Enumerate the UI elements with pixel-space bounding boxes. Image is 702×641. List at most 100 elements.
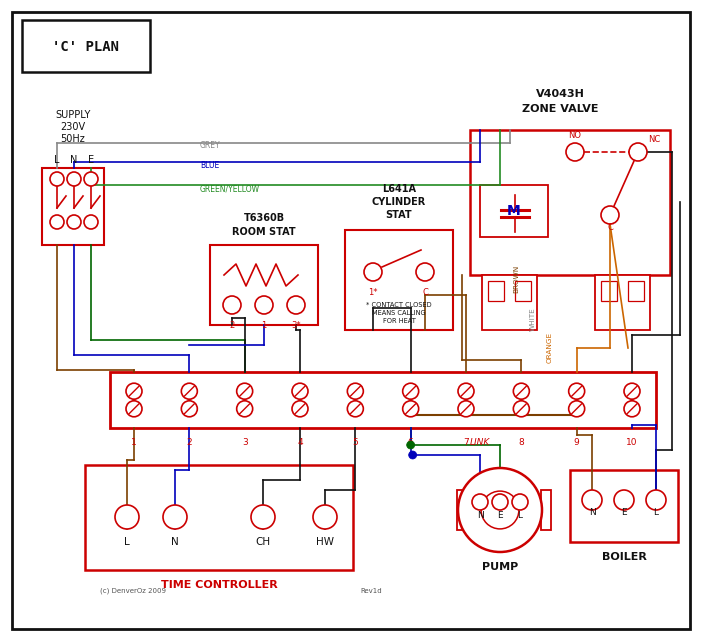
Circle shape bbox=[458, 401, 474, 417]
Circle shape bbox=[84, 215, 98, 229]
Text: N: N bbox=[477, 511, 484, 520]
Circle shape bbox=[582, 490, 602, 510]
Text: 1*: 1* bbox=[369, 288, 378, 297]
Circle shape bbox=[569, 383, 585, 399]
Circle shape bbox=[126, 383, 142, 399]
Text: N: N bbox=[171, 537, 179, 547]
Text: 7: 7 bbox=[463, 438, 469, 447]
Text: ZONE VALVE: ZONE VALVE bbox=[522, 104, 598, 114]
Text: 9: 9 bbox=[574, 438, 580, 447]
Circle shape bbox=[513, 383, 529, 399]
Circle shape bbox=[126, 401, 142, 417]
Circle shape bbox=[163, 505, 187, 529]
Text: STAT: STAT bbox=[385, 210, 412, 220]
Text: V4043H: V4043H bbox=[536, 89, 585, 99]
Circle shape bbox=[364, 263, 382, 281]
Circle shape bbox=[255, 296, 273, 314]
Circle shape bbox=[181, 383, 197, 399]
Text: BOILER: BOILER bbox=[602, 552, 647, 562]
Text: E: E bbox=[621, 508, 627, 517]
Text: 4: 4 bbox=[297, 438, 303, 447]
Text: 'C' PLAN: 'C' PLAN bbox=[53, 40, 119, 54]
Circle shape bbox=[313, 505, 337, 529]
Circle shape bbox=[512, 494, 528, 510]
Text: GREEN/YELLOW: GREEN/YELLOW bbox=[200, 185, 260, 194]
Circle shape bbox=[67, 172, 81, 186]
Text: L: L bbox=[654, 508, 658, 517]
Bar bbox=[541, 490, 551, 530]
Text: CH: CH bbox=[256, 537, 270, 547]
Circle shape bbox=[569, 401, 585, 417]
Text: 2: 2 bbox=[187, 438, 192, 447]
Circle shape bbox=[481, 491, 519, 529]
Text: E: E bbox=[88, 155, 94, 165]
Text: 2: 2 bbox=[230, 321, 234, 330]
Bar bbox=[210, 245, 318, 325]
Bar bbox=[482, 275, 537, 330]
Circle shape bbox=[472, 494, 488, 510]
Text: WHITE: WHITE bbox=[530, 307, 536, 331]
Bar bbox=[470, 130, 670, 275]
Circle shape bbox=[223, 296, 241, 314]
Text: TIME CONTROLLER: TIME CONTROLLER bbox=[161, 580, 277, 590]
Text: NC: NC bbox=[648, 135, 661, 144]
Text: BLUE: BLUE bbox=[200, 161, 219, 170]
Text: GREY: GREY bbox=[200, 141, 220, 150]
Circle shape bbox=[458, 468, 542, 552]
Text: L641A: L641A bbox=[382, 184, 416, 194]
Text: SUPPLY: SUPPLY bbox=[55, 110, 91, 120]
Bar bbox=[480, 185, 548, 237]
Text: T6360B: T6360B bbox=[244, 213, 284, 223]
Circle shape bbox=[492, 494, 508, 510]
Circle shape bbox=[237, 401, 253, 417]
Circle shape bbox=[50, 172, 64, 186]
Circle shape bbox=[403, 401, 418, 417]
Circle shape bbox=[67, 215, 81, 229]
Text: Rev1d: Rev1d bbox=[360, 588, 382, 594]
Circle shape bbox=[287, 296, 305, 314]
Circle shape bbox=[629, 143, 647, 161]
Text: CYLINDER: CYLINDER bbox=[372, 197, 426, 207]
Text: 3: 3 bbox=[241, 438, 248, 447]
Text: 6: 6 bbox=[408, 438, 413, 447]
Circle shape bbox=[614, 490, 634, 510]
Text: (c) DenverOz 2009: (c) DenverOz 2009 bbox=[100, 588, 166, 594]
Circle shape bbox=[566, 143, 584, 161]
Circle shape bbox=[251, 505, 275, 529]
Circle shape bbox=[181, 401, 197, 417]
Text: NO: NO bbox=[569, 131, 581, 140]
Bar bbox=[22, 20, 150, 72]
Text: BROWN: BROWN bbox=[513, 265, 519, 293]
Circle shape bbox=[624, 401, 640, 417]
Bar bbox=[85, 465, 353, 570]
Text: ROOM STAT: ROOM STAT bbox=[232, 227, 296, 237]
Bar bbox=[345, 230, 453, 330]
Bar bbox=[628, 281, 644, 301]
Bar bbox=[457, 490, 467, 530]
Bar bbox=[110, 372, 656, 428]
Bar bbox=[515, 281, 531, 301]
Text: L: L bbox=[124, 537, 130, 547]
Bar bbox=[42, 168, 104, 245]
Text: 1: 1 bbox=[261, 321, 267, 330]
Bar bbox=[570, 470, 678, 542]
Bar bbox=[595, 275, 650, 330]
Circle shape bbox=[237, 383, 253, 399]
Circle shape bbox=[458, 383, 474, 399]
Text: 5: 5 bbox=[352, 438, 358, 447]
Circle shape bbox=[347, 383, 364, 399]
Text: C: C bbox=[607, 223, 613, 232]
Circle shape bbox=[403, 383, 418, 399]
Circle shape bbox=[406, 441, 415, 449]
Text: 230V: 230V bbox=[60, 122, 86, 132]
Circle shape bbox=[513, 401, 529, 417]
Text: 3*: 3* bbox=[291, 321, 301, 330]
Bar bbox=[601, 281, 617, 301]
Text: 10: 10 bbox=[626, 438, 637, 447]
Text: L: L bbox=[517, 511, 522, 520]
Text: 50Hz: 50Hz bbox=[60, 134, 86, 144]
Text: 1: 1 bbox=[131, 438, 137, 447]
Text: C: C bbox=[422, 288, 428, 297]
Text: 8: 8 bbox=[519, 438, 524, 447]
Circle shape bbox=[115, 505, 139, 529]
